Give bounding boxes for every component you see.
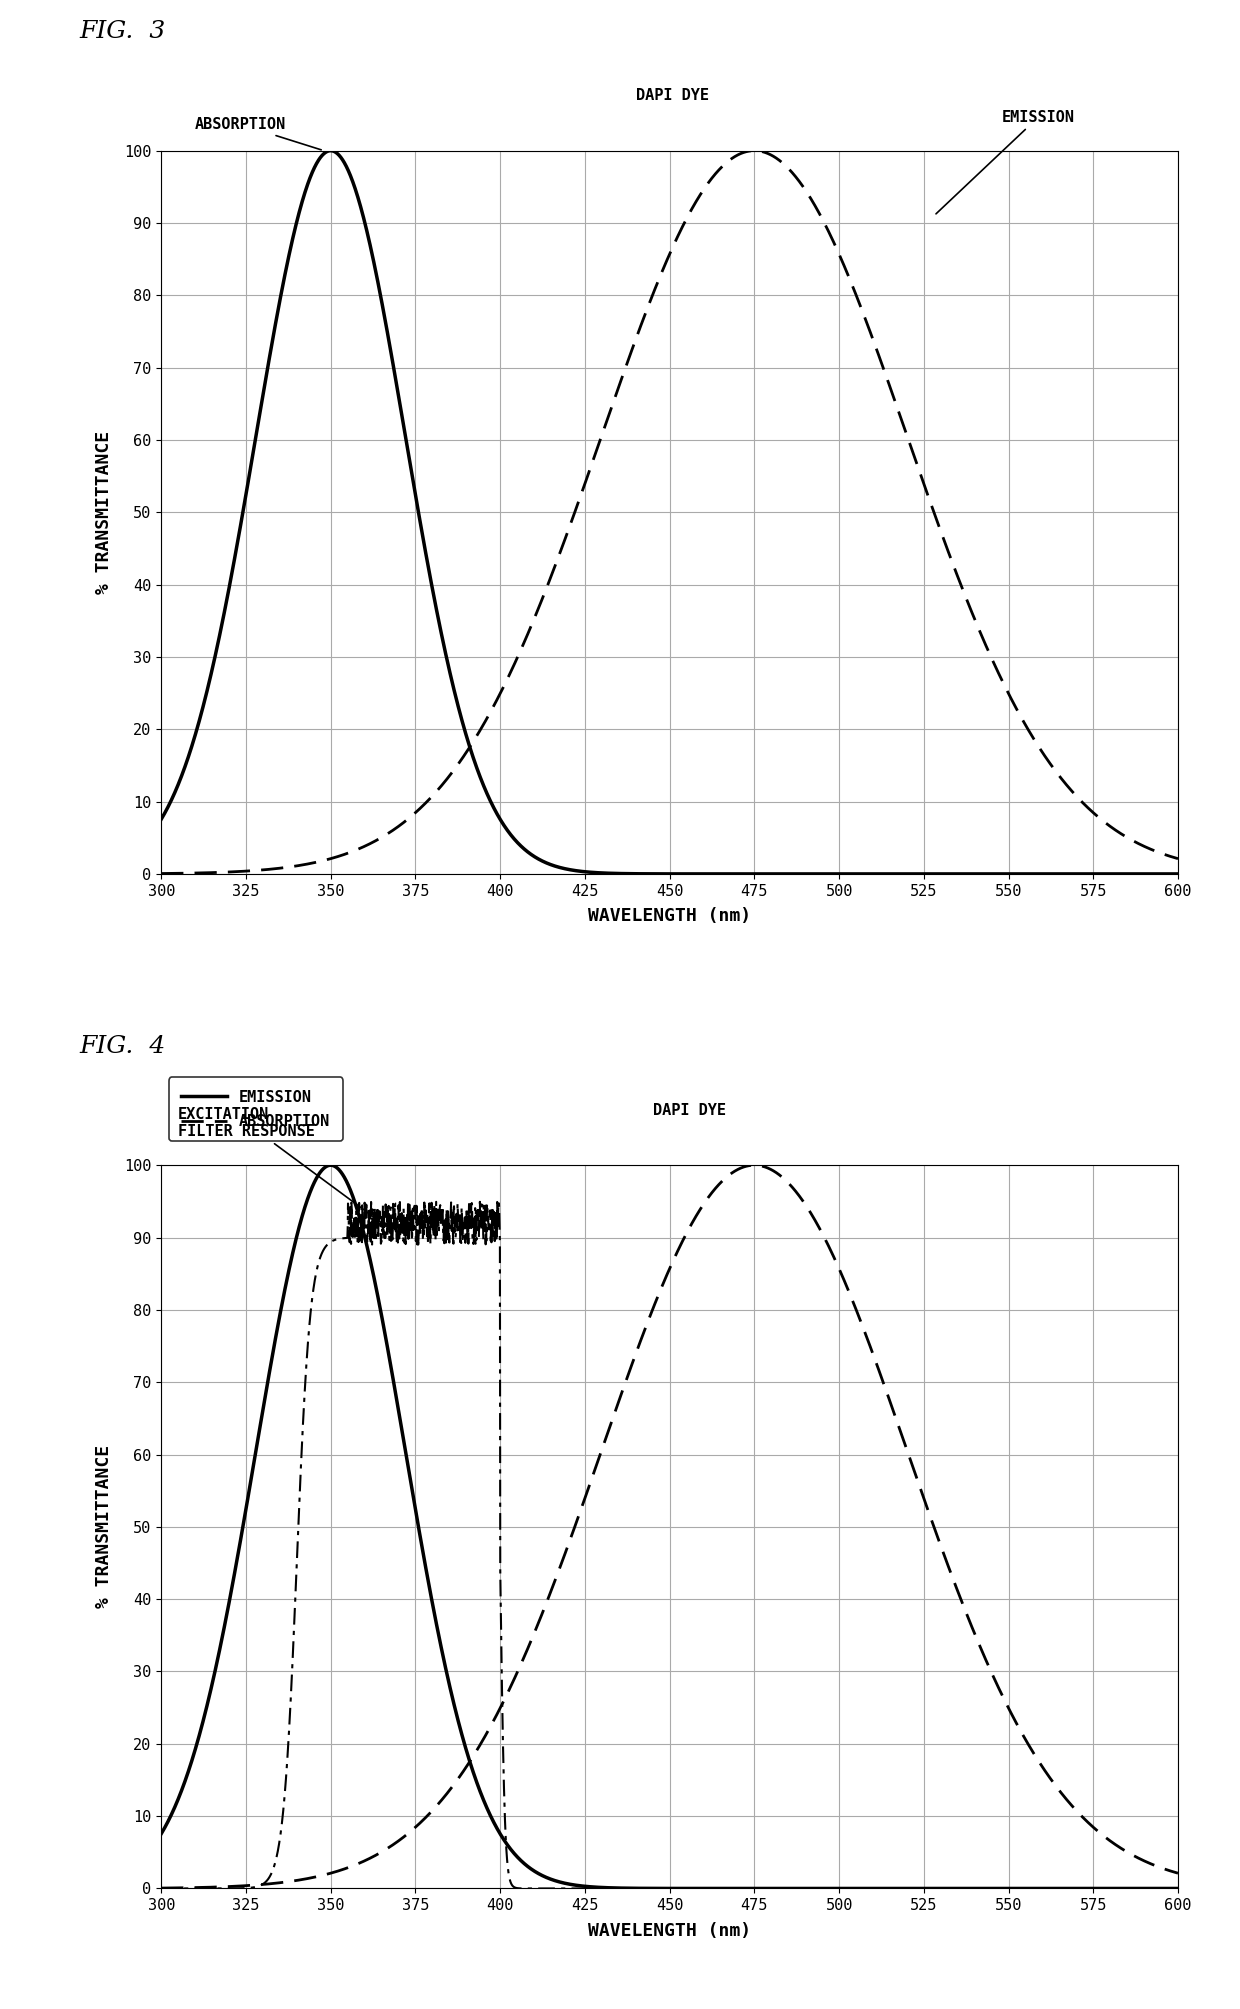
EMISSION	[324, 1153, 339, 1177]
EMISSION	[330, 143, 345, 167]
EMISSION	[1151, 1876, 1166, 1901]
EMISSION	[270, 1318, 285, 1342]
ABSORPTION	[154, 1876, 169, 1901]
Text: EMISSION: EMISSION	[936, 110, 1075, 213]
Line: EX: EX	[161, 1201, 1178, 1888]
EMISSION	[588, 860, 603, 884]
EMISSION	[1171, 1876, 1185, 1901]
Line: EMISSION: EMISSION	[161, 1165, 1178, 1888]
X-axis label: WAVELENGTH (nm): WAVELENGTH (nm)	[588, 906, 751, 924]
EMISSION	[154, 1822, 169, 1846]
ABSORPTION	[1042, 1764, 1056, 1788]
EMISSION	[330, 1157, 345, 1181]
EMISSION	[588, 1874, 603, 1899]
Text: DAPI DYE: DAPI DYE	[636, 88, 709, 102]
ABSORPTION	[270, 1870, 285, 1894]
EX	[1151, 1876, 1166, 1901]
EX	[270, 1842, 285, 1866]
ABSORPTION	[330, 844, 345, 868]
EMISSION	[1042, 862, 1056, 886]
ABSORPTION	[746, 139, 761, 163]
EX	[330, 1227, 345, 1252]
EMISSION	[544, 854, 559, 878]
EX	[1042, 1876, 1056, 1901]
Text: EXCITATION
FILTER RESPONSE: EXCITATION FILTER RESPONSE	[179, 1107, 389, 1230]
ABSORPTION	[154, 862, 169, 886]
Text: DAPI DYE: DAPI DYE	[652, 1103, 725, 1117]
Text: ABSORPTION: ABSORPTION	[195, 117, 321, 151]
Legend: EMISSION, ABSORPTION: EMISSION, ABSORPTION	[169, 1077, 342, 1141]
Y-axis label: % TRANSMITTANCE: % TRANSMITTANCE	[95, 430, 113, 595]
EMISSION	[270, 303, 285, 327]
ABSORPTION	[588, 1457, 603, 1481]
Text: FIG.  3: FIG. 3	[79, 20, 166, 44]
ABSORPTION	[1171, 1860, 1185, 1884]
EMISSION	[154, 808, 169, 832]
ABSORPTION	[543, 1579, 558, 1603]
Line: ABSORPTION: ABSORPTION	[161, 1165, 1178, 1888]
EMISSION	[324, 139, 339, 163]
X-axis label: WAVELENGTH (nm): WAVELENGTH (nm)	[588, 1921, 751, 1939]
ABSORPTION	[1151, 840, 1166, 864]
EX	[588, 1876, 603, 1901]
EX	[472, 1189, 487, 1213]
Line: EMISSION: EMISSION	[161, 151, 1178, 874]
EX	[154, 1876, 169, 1901]
ABSORPTION	[270, 856, 285, 880]
ABSORPTION	[1151, 1854, 1166, 1878]
Line: ABSORPTION: ABSORPTION	[161, 151, 1178, 874]
ABSORPTION	[1171, 846, 1185, 870]
ABSORPTION	[746, 1153, 761, 1177]
EMISSION	[1042, 1876, 1056, 1901]
Y-axis label: % TRANSMITTANCE: % TRANSMITTANCE	[95, 1444, 113, 1609]
ABSORPTION	[543, 565, 558, 589]
Text: FIG.  4: FIG. 4	[79, 1035, 166, 1059]
ABSORPTION	[330, 1858, 345, 1882]
ABSORPTION	[588, 442, 603, 466]
EX	[1171, 1876, 1185, 1901]
EX	[544, 1876, 559, 1901]
EMISSION	[544, 1868, 559, 1892]
ABSORPTION	[1042, 749, 1056, 773]
EMISSION	[1151, 862, 1166, 886]
EMISSION	[1171, 862, 1185, 886]
